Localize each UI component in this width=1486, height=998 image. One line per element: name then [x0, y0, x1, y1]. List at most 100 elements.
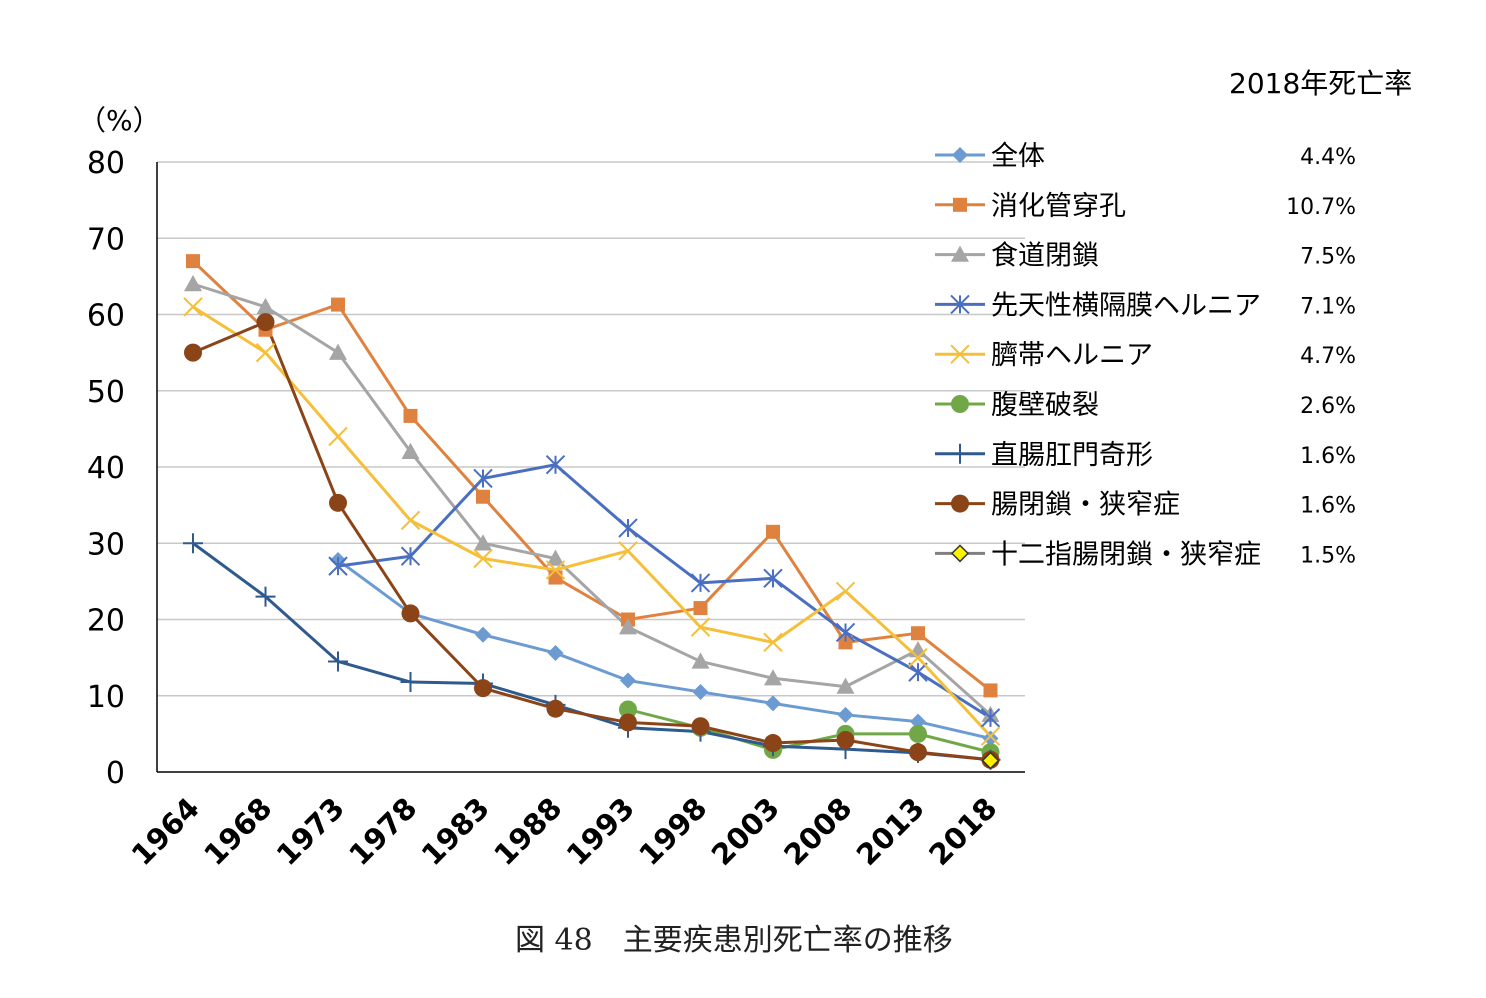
data-point-8: [981, 751, 1000, 770]
series-line-3: [337, 463, 992, 720]
data-point-4: [545, 560, 566, 580]
gridlines: [157, 161, 1025, 697]
legend-marker-3: [950, 294, 970, 315]
data-point-4: [255, 342, 276, 363]
data-point-7: [619, 713, 637, 732]
data-point-2: [184, 275, 202, 292]
y-tick-label: 80: [87, 146, 125, 181]
legend-rate: 2.6%: [1300, 394, 1356, 419]
series-line-4: [192, 305, 992, 738]
series-line-6: [192, 542, 991, 762]
x-tick-label: 1988: [487, 791, 568, 872]
series-line-0: [337, 558, 991, 740]
legend-marker-0: [952, 147, 968, 163]
x-tick-label: 2008: [777, 791, 858, 872]
x-tick-label: 1978: [342, 791, 423, 872]
data-point-2: [909, 641, 927, 658]
data-point-7: [764, 734, 782, 753]
data-point-2: [329, 343, 347, 360]
legend-rate: 4.4%: [1300, 145, 1356, 170]
legend-label: 先天性横隔膜ヘルニア: [991, 290, 1261, 321]
legend-label: 直腸肛門奇形: [991, 440, 1153, 471]
data-point-4: [690, 617, 711, 637]
legend-label: 腹壁破裂: [991, 390, 1099, 421]
axes: [156, 162, 1025, 773]
x-tick-label: 2018: [922, 791, 1003, 872]
data-point-0: [765, 695, 781, 712]
data-point-1: [476, 489, 490, 504]
data-point-2: [691, 652, 710, 669]
data-point-6: [183, 533, 203, 554]
data-point-2: [256, 297, 275, 315]
x-tick-labels: 1964196819731978198319881993199820032008…: [125, 791, 1004, 872]
data-point-6: [255, 586, 276, 607]
x-tick-label: 1983: [415, 791, 496, 872]
data-point-2: [546, 549, 565, 566]
data-point-3: [473, 468, 493, 489]
data-point-7: [691, 717, 710, 736]
data-point-4: [908, 647, 928, 668]
data-point-0: [475, 626, 491, 643]
y-tick-label: 30: [87, 527, 125, 562]
data-point-4: [618, 541, 638, 561]
data-point-3: [980, 708, 1001, 728]
data-point-5: [909, 724, 927, 743]
data-point-2: [619, 618, 637, 635]
data-point-1: [911, 626, 925, 641]
y-tick-label: 60: [87, 299, 125, 334]
legend-marker-6: [950, 443, 970, 464]
data-point-0: [910, 713, 926, 730]
y-tick-labels: 0 10 20 30 40 50 60 70 80: [87, 146, 125, 791]
data-point-7: [836, 730, 855, 749]
legend-label: 食道閉鎖: [991, 241, 1099, 272]
x-tick-label: 1993: [560, 791, 641, 872]
legend-marker-4: [950, 344, 970, 364]
series-lines: [191, 260, 992, 762]
legend-label: 消化管穿孔: [991, 191, 1126, 222]
data-point-1: [983, 683, 998, 698]
data-point-7: [546, 699, 565, 718]
data-point-2: [836, 677, 855, 694]
legend-rate: 10.7%: [1286, 195, 1356, 220]
data-point-0: [620, 672, 636, 689]
legend: 全体 4.4% 消化管穿孔 10.7% 食道閉鎖 7.5% 先天性横隔膜ヘルニア 7.1% 臍帯…: [935, 141, 1356, 570]
data-point-3: [690, 573, 711, 593]
series-line-1: [191, 260, 992, 692]
data-point-4: [980, 726, 1001, 746]
legend-label: 全体: [991, 141, 1045, 172]
legend-title: 2018年死亡率: [1229, 67, 1412, 100]
data-point-3: [400, 546, 421, 566]
data-point-1: [331, 297, 345, 312]
data-point-6: [328, 651, 348, 672]
legend-rate: 1.6%: [1300, 494, 1356, 519]
data-point-4: [473, 548, 493, 569]
y-tick-label: 20: [87, 604, 125, 639]
data-point-0: [692, 683, 709, 700]
data-point-2: [474, 534, 492, 551]
figure-caption: 図 48 主要疾患別死亡率の推移: [515, 923, 953, 958]
data-point-1: [693, 601, 708, 616]
data-point-7: [909, 743, 927, 762]
data-point-0: [982, 730, 999, 747]
data-point-4: [328, 426, 348, 447]
x-tick-label: 1998: [632, 791, 713, 872]
data-point-3: [908, 662, 928, 682]
legend-marker-5: [951, 395, 969, 413]
data-point-6: [400, 672, 421, 693]
data-point-3: [545, 455, 566, 475]
data-point-0: [837, 706, 854, 723]
data-point-5: [619, 700, 637, 719]
data-point-3: [835, 622, 856, 643]
legend-marker-8: [950, 544, 970, 563]
data-point-7: [329, 493, 347, 512]
legend-label: 臍帯ヘルニア: [991, 340, 1153, 371]
data-point-1: [403, 408, 418, 423]
legend-marker-7: [951, 494, 969, 513]
legend-rate: 1.6%: [1300, 444, 1356, 469]
data-point-1: [548, 570, 563, 585]
y-tick-label: 70: [87, 222, 125, 257]
legend-marker-2: [951, 245, 969, 262]
legend-rate: 1.5%: [1300, 543, 1356, 568]
data-point-3: [328, 556, 348, 576]
data-point-1: [766, 524, 780, 539]
